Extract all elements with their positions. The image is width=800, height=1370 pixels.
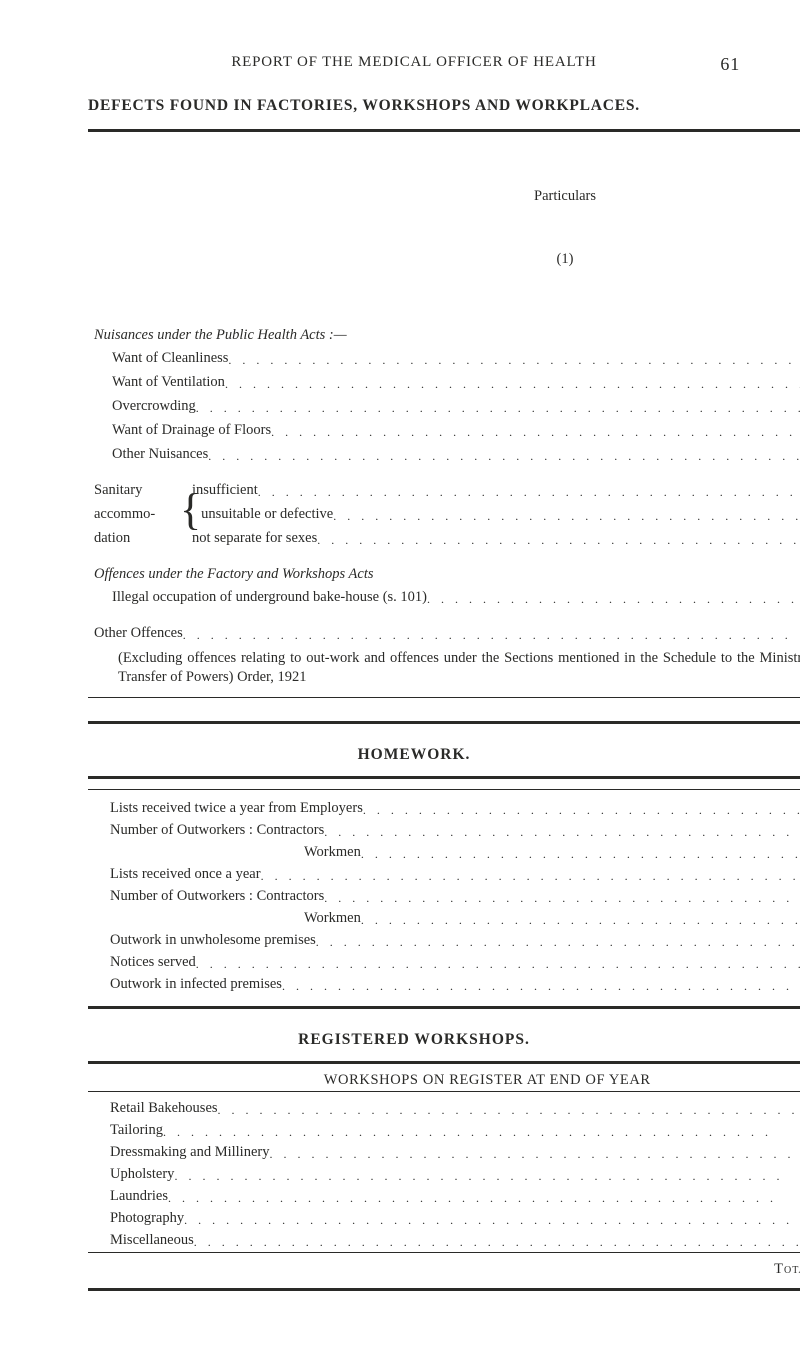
table-row: Workmen202: [88, 842, 800, 864]
table-row: Workmen4: [88, 908, 800, 930]
running-head: REPORT OF THE MEDICAL OFFICER OF HEALTH …: [88, 54, 740, 75]
table-row: Outwork in unwholesome premises—: [88, 930, 800, 952]
reg-total-label: Total: [774, 1261, 800, 1277]
table-row: Want of Ventilation: [88, 371, 800, 395]
table-row: Lists received once a year4: [88, 864, 800, 886]
group3-title: Offences under the Factory and Workshops…: [88, 563, 800, 586]
other-title: Other Offences: [94, 625, 800, 643]
homework-body: Lists received twice a year from Employe…: [88, 798, 800, 996]
table-row: Number of Outworkers : Contractors43: [88, 820, 800, 842]
table-row: Overcrowding: [88, 395, 800, 419]
table-row: Want of Cleanliness1918: [88, 347, 800, 371]
rows1-body: Want of Cleanliness1918Want of Ventilati…: [88, 347, 800, 467]
reg-head: WORKSHOPS ON REGISTER AT END OF YEAR: [88, 1070, 800, 1092]
page-number: 61: [700, 54, 740, 75]
table-row: Photography16: [88, 1208, 800, 1230]
table-row: Other Nuisances1716: [88, 443, 800, 467]
homework-title: HOMEWORK.: [88, 746, 740, 764]
table-row: Notices served—: [88, 952, 800, 974]
defects-title: DEFECTS FOUND IN FACTORIES, WORKSHOPS AN…: [88, 97, 740, 115]
table-row: Upholstery21: [88, 1164, 800, 1186]
group1-title: Nuisances under the Public Health Acts :…: [88, 324, 800, 347]
page: REPORT OF THE MEDICAL OFFICER OF HEALTH …: [0, 0, 800, 1331]
table-row: Lists received twice a year from Employe…: [88, 798, 800, 820]
sanitary-body: Sanitaryinsufficient32accommo-{unsuitabl…: [88, 479, 800, 551]
table-row: Retail Bakehouses55: [88, 1098, 800, 1120]
defects-table: Particulars (1) Number of Defects. Numbe…: [88, 129, 800, 724]
other-para: (Excluding offences relating to out-work…: [88, 646, 800, 691]
table-row: Dressmaking and Millinery83: [88, 1142, 800, 1164]
reg-body: Retail Bakehouses55Tailoring116Dressmaki…: [88, 1098, 800, 1253]
table-row: Tailoring116: [88, 1120, 800, 1142]
registered-table: WORKSHOPS ON REGISTER AT END OF YEAR Num…: [88, 1061, 800, 1291]
group3-sub: Illegal occupation of underground bake-h…: [94, 589, 800, 607]
table-row: Number of Outworkers : Contractors1: [88, 886, 800, 908]
table-row: Laundries13: [88, 1186, 800, 1208]
head-idx1: (1): [94, 251, 800, 268]
head-particulars: Particulars: [94, 188, 800, 205]
homework-table: Lists received twice a year from Employe…: [88, 776, 800, 1009]
table-row: Want of Drainage of Floors: [88, 419, 800, 443]
table-row: Outwork in infected premises—: [88, 974, 800, 996]
registered-title: REGISTERED WORKSHOPS.: [88, 1031, 740, 1049]
running-title: REPORT OF THE MEDICAL OFFICER OF HEALTH: [128, 54, 700, 75]
table-row: accommo-{unsuitable or defective64: [88, 503, 800, 527]
table-row: Miscellaneous356: [88, 1230, 800, 1253]
